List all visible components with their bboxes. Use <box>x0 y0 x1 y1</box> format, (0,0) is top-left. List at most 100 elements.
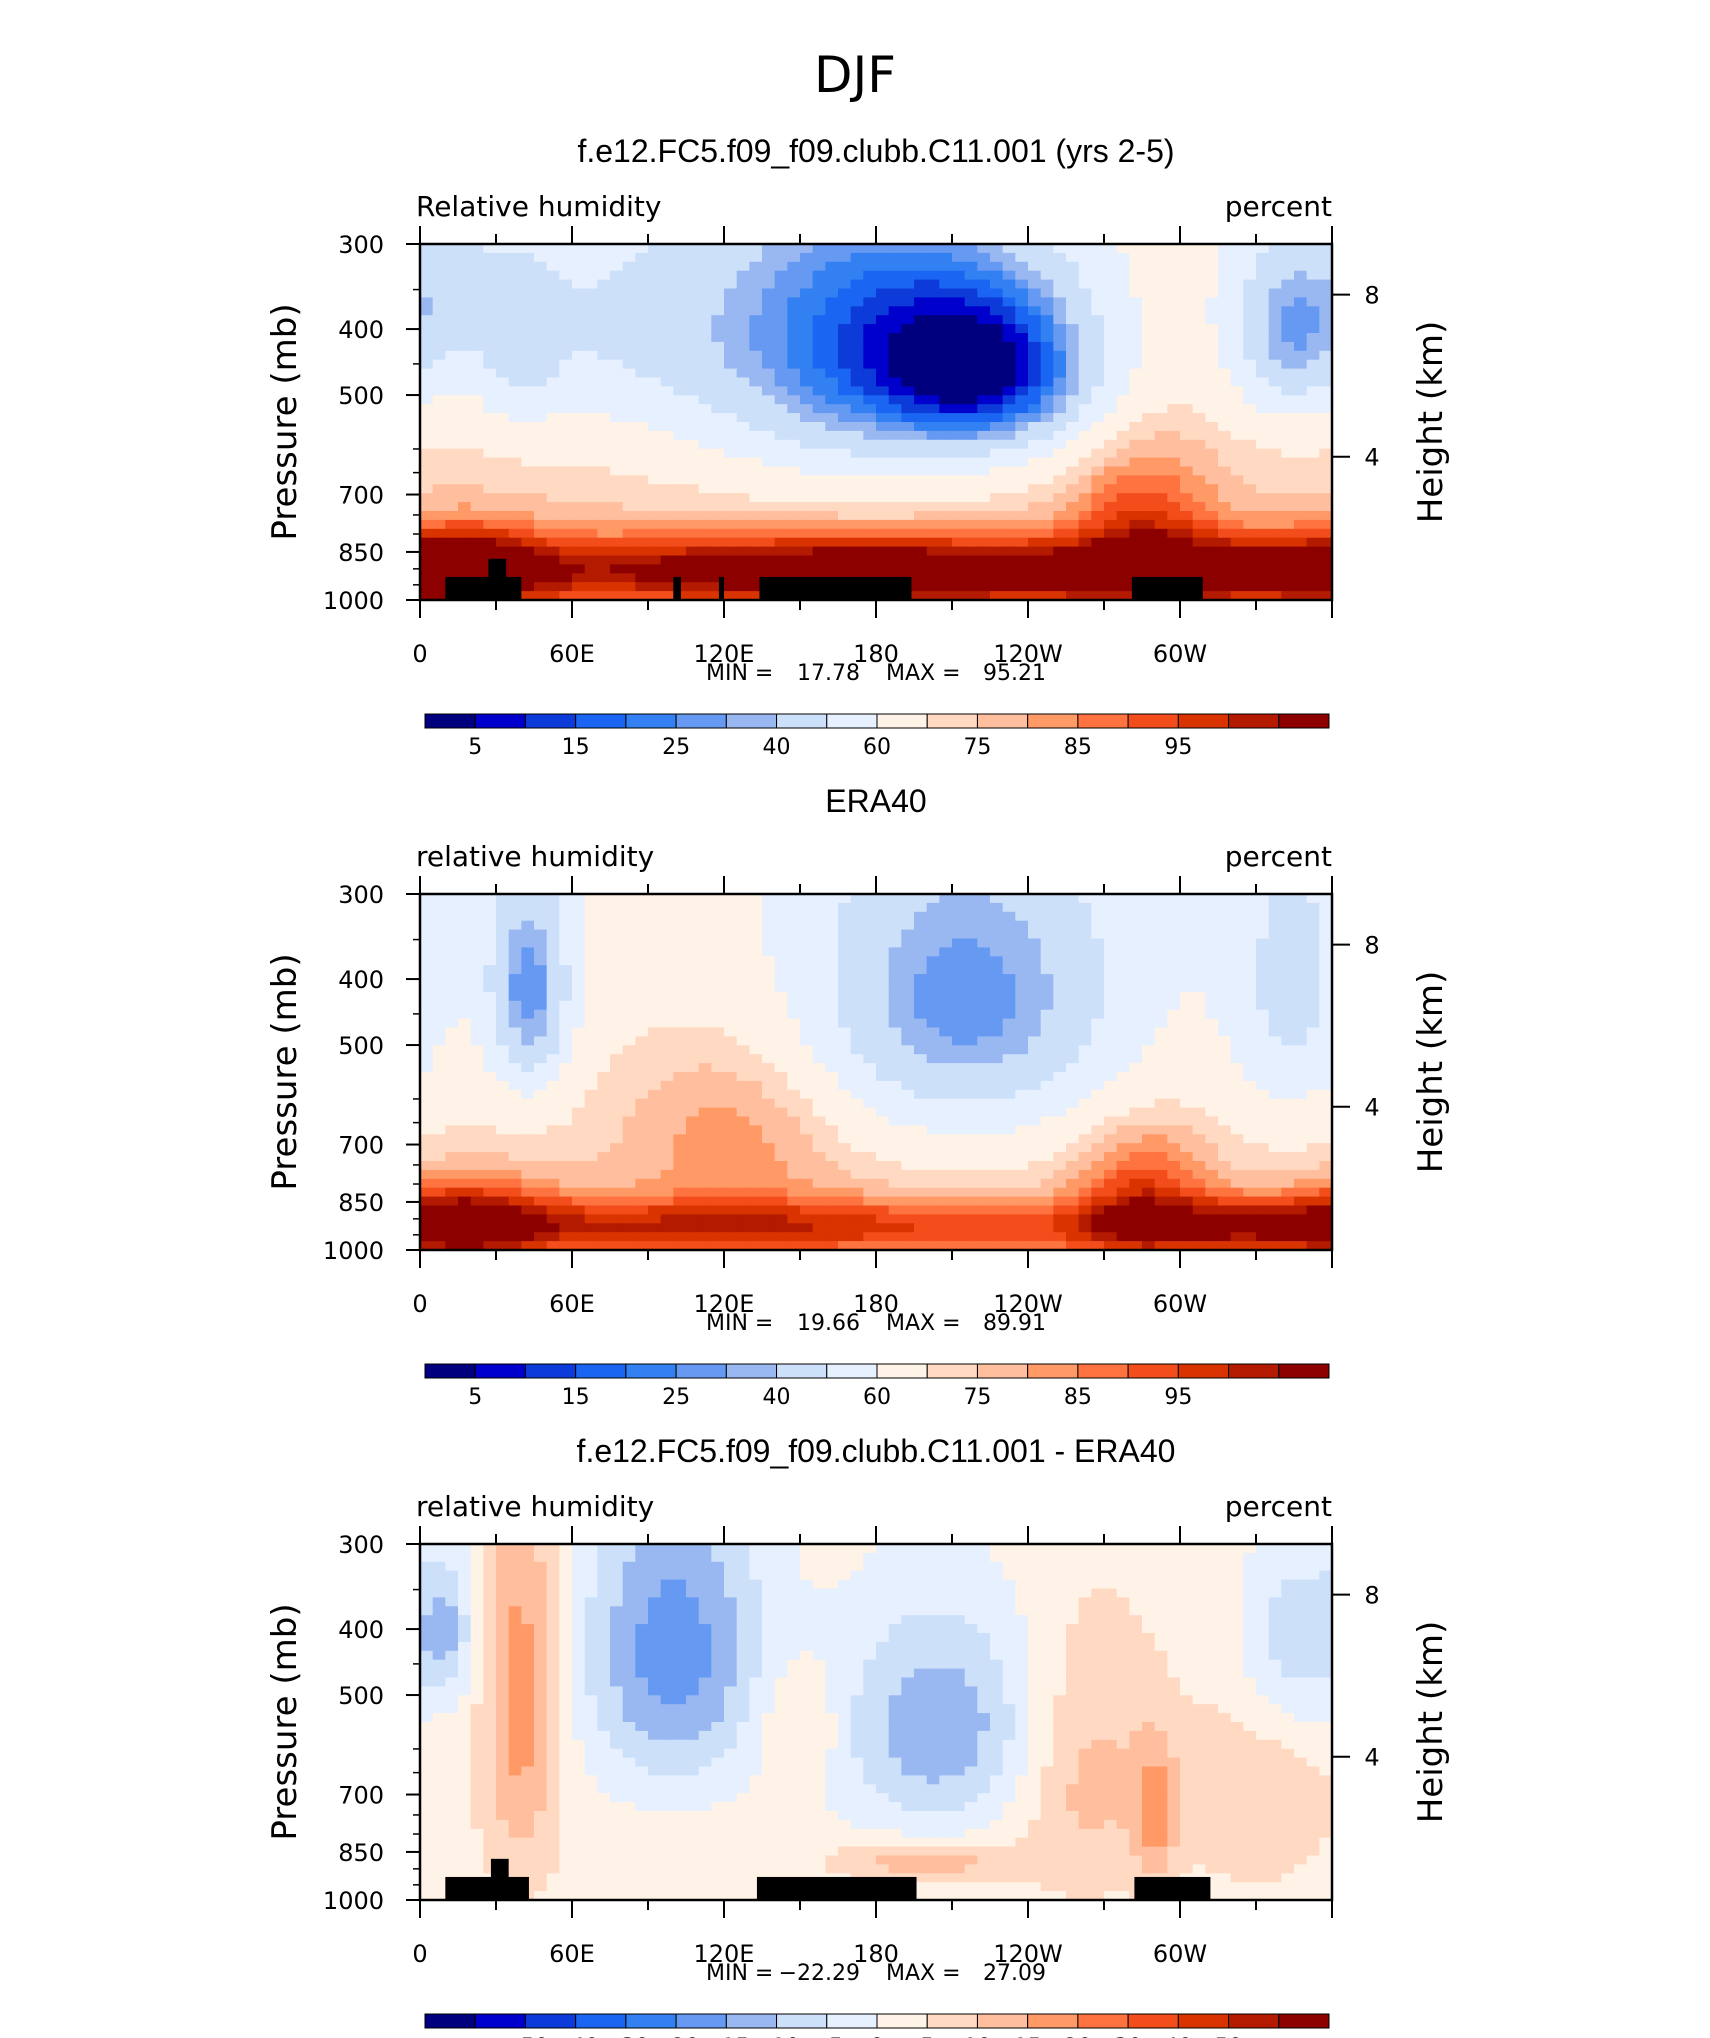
contour-cell <box>1180 350 1194 361</box>
contour-cell <box>914 297 928 307</box>
contour-cell <box>483 537 497 548</box>
contour-cell <box>686 573 700 583</box>
contour-cell <box>901 1063 915 1073</box>
contour-cell <box>1218 511 1232 521</box>
contour-cell <box>1167 252 1181 263</box>
contour-cell <box>546 920 560 931</box>
contour-cell <box>660 1098 674 1109</box>
contour-cell <box>1306 252 1320 263</box>
contour-cell <box>812 511 826 521</box>
contour-cell <box>812 333 826 343</box>
contour-cell <box>1154 457 1168 468</box>
contour-cell <box>445 1107 459 1118</box>
contour-cell <box>635 422 649 432</box>
contour-cell <box>521 288 535 298</box>
contour-cell <box>648 894 662 904</box>
contour-cell <box>1256 537 1270 548</box>
contour-cell <box>445 324 459 334</box>
contour-cell <box>901 920 915 931</box>
contour-cell <box>800 252 814 263</box>
contour-cell <box>1015 1054 1029 1064</box>
contour-cell <box>698 1018 712 1029</box>
contour-cell <box>812 324 826 334</box>
contour-cell <box>432 306 446 316</box>
contour-cell <box>762 288 776 298</box>
contour-cell <box>698 324 712 334</box>
contour-cell <box>1192 956 1206 966</box>
contour-cell <box>850 413 864 423</box>
contour-cell <box>432 439 446 450</box>
contour-cell <box>1294 929 1308 940</box>
contour-cell <box>964 1116 978 1126</box>
contour-cell <box>1180 911 1194 922</box>
contour-cell <box>914 555 928 565</box>
contour-cell <box>635 519 649 530</box>
contour-cell <box>445 448 459 459</box>
contour-cell <box>698 573 712 583</box>
contour-cell <box>774 395 788 405</box>
contour-cell <box>1281 991 1295 1002</box>
contour-cell <box>1306 439 1320 450</box>
contour-cell <box>1040 341 1054 352</box>
contour-cell <box>876 324 890 334</box>
contour-cell <box>749 537 763 548</box>
contour-cell <box>686 1098 700 1109</box>
contour-cell <box>496 511 510 521</box>
contour-cell <box>711 475 725 485</box>
contour-cell <box>1256 466 1270 476</box>
contour-cell <box>521 938 535 948</box>
contour-cell <box>1306 938 1320 948</box>
contour-cell <box>546 1018 560 1029</box>
contour-cell <box>964 1054 978 1064</box>
contour-cell <box>432 466 446 476</box>
contour-cell <box>1154 368 1168 379</box>
contour-cell <box>432 1045 446 1055</box>
contour-cell <box>838 359 852 370</box>
contour-cell <box>901 475 915 485</box>
contour-cell <box>800 279 814 290</box>
contour-cell <box>1091 377 1105 387</box>
contour-cell <box>445 965 459 975</box>
contour-cell <box>787 511 801 521</box>
contour-cell <box>597 528 611 539</box>
contour-cell <box>1205 333 1219 343</box>
contour-cell <box>1028 938 1042 948</box>
contour-cell <box>496 528 510 539</box>
contour-cell <box>660 1054 674 1064</box>
contour-cell <box>1268 564 1282 574</box>
contour-cell <box>508 270 522 281</box>
contour-cell <box>1192 546 1206 557</box>
contour-cell <box>800 519 814 530</box>
contour-cell <box>926 315 940 325</box>
contour-cell <box>1167 439 1181 450</box>
contour-cell <box>1306 457 1320 468</box>
contour-cell <box>990 947 1004 957</box>
contour-cell <box>546 1116 560 1126</box>
contour-cell <box>724 1009 738 1020</box>
contour-cell <box>1116 502 1130 512</box>
contour-cell <box>458 519 472 530</box>
contour-cell <box>660 929 674 940</box>
contour-cell <box>648 1000 662 1011</box>
contour-cell <box>483 359 497 370</box>
contour-cell <box>686 279 700 290</box>
contour-cell <box>559 475 573 485</box>
x-tick-label: 120E <box>694 640 755 668</box>
contour-cell <box>470 502 484 512</box>
contour-cell <box>1066 528 1080 539</box>
contour-cell <box>1104 582 1118 592</box>
contour-cell <box>736 1054 750 1064</box>
contour-cell <box>1028 261 1042 272</box>
contour-cell <box>926 261 940 272</box>
contour-cell <box>724 395 738 405</box>
contour-cell <box>1002 297 1016 307</box>
contour-cell <box>901 546 915 557</box>
contour-cell <box>901 252 915 263</box>
contour-cell <box>584 537 598 548</box>
contour-cell <box>534 493 548 503</box>
contour-cell <box>559 324 573 334</box>
contour-cell <box>876 991 890 1002</box>
contour-cell <box>850 564 864 574</box>
contour-cell <box>508 528 522 539</box>
contour-cell <box>597 555 611 565</box>
